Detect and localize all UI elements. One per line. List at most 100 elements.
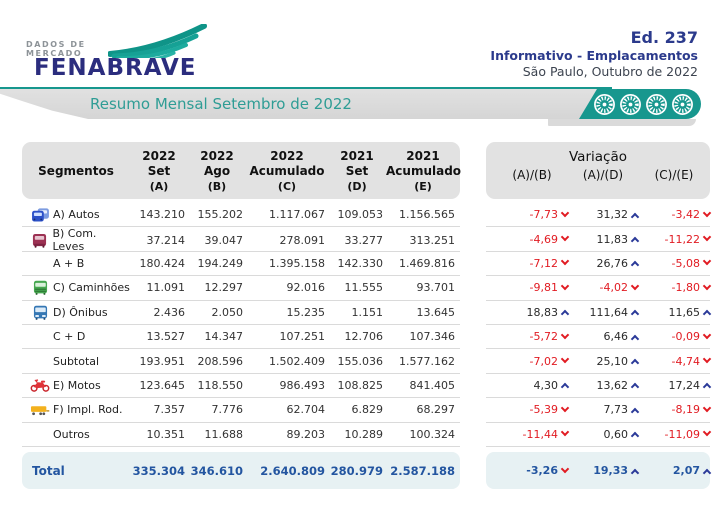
value-cell: 155.202 <box>197 208 244 222</box>
brand-name: FENABRAVE <box>34 55 197 81</box>
segment-cell: D) Ônibus <box>22 305 130 320</box>
variation-col-ce: (C)/(E) <box>654 168 694 182</box>
value-cell: 62.704 <box>286 403 326 417</box>
segment-label: C + D <box>53 330 86 344</box>
trailer-icon <box>27 403 53 416</box>
trend-up-icon <box>702 383 712 392</box>
variation-value: -5,39 <box>529 403 558 417</box>
variation-value: 31,32 <box>596 208 629 222</box>
value-cell: 39.047 <box>204 233 244 247</box>
van-icon <box>27 233 52 248</box>
value-cell: 11.091 <box>146 281 186 295</box>
value-cell: 1.156.565 <box>399 208 455 222</box>
segment-label: Outros <box>53 427 90 441</box>
variation-cell: 6,46 <box>568 330 640 344</box>
variation-row: -9,81 -4,02 -1,80 <box>486 276 712 301</box>
segment-cell: F) Impl. Rod. <box>22 403 130 416</box>
value-cell: 89.203 <box>286 427 326 441</box>
segments-column-header: Segmentos <box>38 163 114 178</box>
value-cell: 11.555 <box>344 281 384 295</box>
value-cell: 208.596 <box>197 354 244 368</box>
variation-cell: 31,32 <box>568 208 640 222</box>
variation-body: -7,73 31,32 -3,42 -4,69 11,83 -11,22 -7,12 26,7… <box>486 203 712 447</box>
variation-value: -0,09 <box>671 330 700 344</box>
table-row: A) Autos 143.210 155.202 1.117.067 109.053 1.… <box>22 203 460 228</box>
value-cell: 1.117.067 <box>269 208 325 222</box>
variation-cell: -11,09 <box>638 428 712 441</box>
value-cell: 13.527 <box>146 330 186 344</box>
table-row: Subtotal 193.951 208.596 1.502.409 155.036 1.… <box>22 349 460 374</box>
segment-cell: C) Caminhões <box>22 280 130 296</box>
masthead-place-date: São Paulo, Outubro de 2022 <box>522 63 698 79</box>
value-cell: 13.645 <box>416 305 456 319</box>
value-cell: 1.469.816 <box>399 256 455 270</box>
value-cell: 123.645 <box>139 378 186 392</box>
trend-down-icon <box>702 232 712 242</box>
segment-label: A) Autos <box>53 208 100 222</box>
variation-col-ad: (A)/(D) <box>582 168 624 182</box>
value-cell: 11.688 <box>204 427 244 441</box>
value-cell: 33.277 <box>344 233 384 247</box>
segment-cell: B) Com. Leves <box>22 227 130 253</box>
variation-value: 11,83 <box>596 232 629 246</box>
table-row: E) Motos 123.645 118.550 986.493 108.825 841.… <box>22 374 460 399</box>
value-cell: 280.979 <box>330 463 383 478</box>
variation-cell: 13,62 <box>568 378 640 392</box>
segment-label: A + B <box>53 256 85 270</box>
variation-col-ab: (A)/(B) <box>512 168 552 182</box>
variation-cell: -4,74 <box>638 355 712 368</box>
segment-cell: Subtotal <box>22 355 130 368</box>
variation-cell: -1,80 <box>638 281 712 295</box>
value-cell: 1.151 <box>351 305 384 319</box>
variation-title: Variação <box>569 149 627 165</box>
logo-swoosh-icon <box>108 24 207 58</box>
variation-cell: -4,02 <box>568 281 640 294</box>
column-header-c: 2022 Acumulado (C) <box>249 149 325 193</box>
value-cell: 986.493 <box>279 378 326 392</box>
variation-row: -5,72 6,46 -0,09 <box>486 325 712 350</box>
segment-cell: Total <box>22 464 130 478</box>
variation-row: 18,83 111,64 11,65 <box>486 301 712 325</box>
variation-value: 7,73 <box>603 403 629 417</box>
segment-cell: A + B <box>22 257 130 270</box>
value-cell: 109.053 <box>337 208 384 222</box>
value-cell: 2.587.188 <box>390 463 455 478</box>
variation-value: 6,46 <box>603 330 629 344</box>
variation-value: -1,80 <box>671 281 700 295</box>
variation-cell: -9,81 <box>496 281 570 294</box>
value-cell: 6.829 <box>351 403 384 417</box>
truck-icon <box>27 280 53 296</box>
table-row: C + D 13.527 14.347 107.251 12.706 107.346 <box>22 325 460 350</box>
trend-up-icon <box>702 468 712 477</box>
value-cell: 180.424 <box>139 256 186 270</box>
variation-value: -5,08 <box>671 256 700 270</box>
variation-cell: 25,10 <box>568 355 640 368</box>
variation-cell: -0,09 <box>638 330 712 344</box>
page-title: Resumo Mensal Setembro de 2022 <box>90 95 352 113</box>
variation-row: 4,30 13,62 17,24 <box>486 374 712 399</box>
value-cell: 7.776 <box>211 403 244 417</box>
variation-cell: -3,26 <box>496 464 570 477</box>
variation-row: -7,12 26,76 -5,08 <box>486 252 712 277</box>
table-body: A) Autos 143.210 155.202 1.117.067 109.053 1.… <box>22 203 460 447</box>
value-cell: 1.502.409 <box>269 354 325 368</box>
trend-down-icon <box>702 281 712 291</box>
variation-value: -3,26 <box>526 464 558 477</box>
value-cell: 1.395.158 <box>269 256 325 270</box>
variation-value: 13,62 <box>596 378 629 392</box>
variation-cell: 11,65 <box>638 306 712 319</box>
variation-cell: -8,19 <box>638 403 712 416</box>
value-cell: 194.249 <box>197 256 244 270</box>
table-row: C) Caminhões 11.091 12.297 92.016 11.555 93.7… <box>22 276 460 301</box>
value-cell: 2.436 <box>153 305 186 319</box>
segment-label: C) Caminhões <box>53 281 130 295</box>
trend-down-icon <box>702 257 712 266</box>
wheel-icon <box>672 93 693 115</box>
value-cell: 10.289 <box>344 427 384 441</box>
column-header-b: 2022 Ago (B) <box>200 149 234 193</box>
variation-value: 2,07 <box>672 464 700 477</box>
variation-value: -4,69 <box>529 232 558 246</box>
value-cell: 12.297 <box>204 281 244 295</box>
column-header-a: 2022 Set (A) <box>142 149 176 193</box>
